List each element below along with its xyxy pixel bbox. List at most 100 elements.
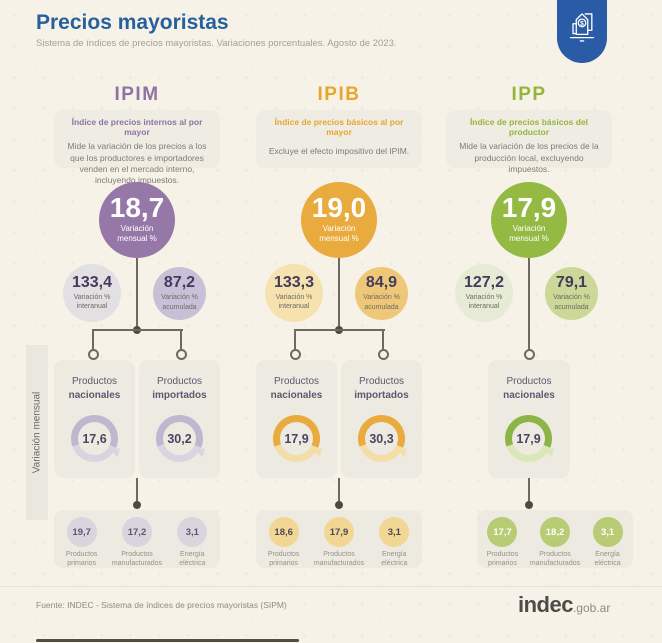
ipp-interannual-value: 127,2	[463, 273, 505, 291]
ipp-monthly-circle: 17,9 Variación mensual %	[491, 182, 567, 258]
ipib-monthly-circle: 19,0 Variación mensual %	[301, 182, 377, 258]
column-ipp: IPP Índice de precios básicos del produc…	[446, 84, 633, 584]
connector-line	[528, 258, 530, 351]
ipim-national-products-card: Productos nacionales 17,6	[54, 360, 135, 478]
breakdown-cell: 17,9 Productos manufacturados	[311, 510, 366, 568]
product-name: Productos nacionales	[488, 375, 570, 402]
ipim-monthly-label: Variación mensual %	[117, 224, 157, 243]
connector-open-node	[524, 349, 535, 360]
ipib-manufacturados-value: 17,9	[323, 517, 354, 547]
ipib-breakdown-card: 18,6 Productos primarios 17,9 Productos …	[256, 510, 422, 568]
cycle-ring-icon: 30,2	[156, 415, 209, 462]
breakdown-cell: 19,7 Productos primarios	[54, 510, 109, 568]
connector-node-dot	[335, 501, 343, 509]
column-ipim: IPIM Índice de precios internos al por m…	[54, 84, 220, 584]
monthly-variation-side-label: Variación mensual	[31, 391, 43, 474]
page-title: Precios mayoristas	[36, 11, 229, 34]
breakdown-cell: 17,7 Productos primarios	[477, 510, 528, 568]
connector-node-dot	[525, 501, 533, 509]
connector-open-node	[378, 349, 389, 360]
breakdown-cell: 18,2 Productos manufacturados	[528, 510, 582, 568]
connector-line	[136, 478, 138, 503]
indec-logo-main: indec	[518, 592, 573, 617]
breakdown-label: Productos primarios	[486, 551, 519, 568]
product-name-line1: Productos	[156, 376, 203, 387]
breakdown-label: Productos primarios	[267, 551, 300, 568]
ipim-monthly-circle: 18,7 Variación mensual %	[99, 182, 175, 258]
connector-node-dot	[133, 501, 141, 509]
product-name: Productos nacionales	[256, 375, 337, 402]
ipib-interannual-label: Variación % interanual	[275, 293, 313, 310]
connector-open-node	[88, 349, 99, 360]
product-name-line2: nacionales	[270, 389, 323, 401]
breakdown-cell: 3,1 Energía eléctrica	[367, 510, 422, 568]
connector-line	[93, 329, 183, 331]
product-name-line1: Productos	[273, 376, 320, 387]
ipp-national-value: 17,9	[516, 431, 541, 446]
ipp-monthly-label: Variación mensual %	[509, 224, 549, 243]
ipim-acronym-title: IPIM	[114, 84, 160, 105]
ipim-monthly-value: 18,7	[109, 192, 165, 223]
ipib-description-card: Índice de precios básicos al por mayor E…	[256, 110, 422, 168]
product-name-line2: nacionales	[68, 389, 121, 401]
ipp-national-products-card: Productos nacionales 17,9	[488, 360, 570, 478]
ipp-primarios-value: 17,7	[487, 517, 518, 547]
ipp-acronym-title: IPP	[511, 84, 547, 105]
breakdown-cell: 18,6 Productos primarios	[256, 510, 311, 568]
product-name-line2: importados	[354, 389, 409, 401]
breakdown-label: Energía eléctrica	[594, 551, 621, 568]
ipim-accumulated-label: Variación % acumulada	[161, 294, 198, 311]
ipim-national-value: 17,6	[82, 431, 107, 446]
product-name-line2: nacionales	[503, 389, 555, 401]
ipim-primarios-value: 19,7	[66, 517, 97, 547]
ipp-accumulated-value: 79,1	[555, 274, 588, 292]
product-name-line1: Productos	[71, 376, 118, 387]
ipib-index-name: Índice de precios básicos al por mayor	[274, 117, 404, 138]
ipim-breakdown-card: 19,7 Productos primarios 17,2 Productos …	[54, 510, 220, 568]
ipib-primarios-value: 18,6	[268, 517, 299, 547]
connector-line	[528, 478, 530, 503]
breakdown-label: Productos manufacturados	[529, 551, 581, 568]
ipim-accumulated-value: 87,2	[163, 274, 196, 292]
connector-line	[295, 329, 385, 331]
footer-source: Fuente: INDEC - Sistema de índices de pr…	[36, 600, 287, 610]
ipp-manufacturados-value: 18,2	[540, 517, 570, 547]
ipib-interannual-value: 133,3	[273, 273, 315, 291]
ipim-index-description: Mide la variación de los precios a los q…	[67, 141, 207, 186]
ipib-acronym-title: IPIB	[317, 84, 361, 105]
ipib-imported-value: 30,3	[369, 431, 394, 446]
ipim-imported-value: 30,2	[167, 431, 192, 446]
breakdown-label: Productos manufacturados	[313, 551, 365, 568]
cycle-ring-icon: 30,3	[358, 415, 411, 462]
breakdown-label: Productos primarios	[65, 551, 98, 568]
ipib-interannual-circle: 133,3 Variación % interanual	[265, 264, 323, 322]
ipib-accumulated-value: 84,9	[365, 274, 398, 292]
ipim-manufacturados-value: 17,2	[121, 517, 152, 547]
footer-divider	[0, 586, 662, 587]
indec-logo-suffix: .gob.ar	[572, 601, 611, 615]
ipib-monthly-label: Variación mensual %	[319, 224, 359, 243]
price-tags-icon: $	[564, 7, 600, 52]
connector-line	[382, 329, 384, 351]
connector-line	[338, 258, 340, 330]
ipib-index-description: Excluye el efecto impositivo del IPIM.	[268, 146, 410, 157]
ipib-energia-value: 3,1	[379, 517, 410, 547]
product-name: Productos importados	[341, 375, 422, 402]
indec-logo: indec.gob.ar	[518, 592, 610, 618]
ipib-national-products-card: Productos nacionales 17,9	[256, 360, 337, 478]
ipim-interannual-label: Variación % interanual	[73, 293, 111, 310]
cycle-ring-icon: 17,9	[505, 415, 558, 462]
ipib-accumulated-label: Variación % acumulada	[363, 294, 400, 311]
product-name: Productos nacionales	[54, 375, 135, 402]
bottom-edge-line	[36, 639, 299, 642]
ipp-accumulated-circle: 79,1 Variación % acumulada	[545, 267, 598, 320]
breakdown-cell: 17,2 Productos manufacturados	[109, 510, 164, 568]
ipp-accumulated-label: Variación % acumulada	[553, 294, 590, 311]
ipim-interannual-circle: 133,4 Variación % interanual	[63, 264, 121, 322]
ipp-interannual-label: Variación % interanual	[465, 293, 503, 310]
ipib-national-value: 17,9	[284, 431, 309, 446]
product-name: Productos importados	[139, 375, 220, 402]
ipp-monthly-value: 17,9	[501, 192, 557, 223]
product-name-line2: importados	[152, 389, 207, 401]
ipib-accumulated-circle: 84,9 Variación % acumulada	[355, 267, 408, 320]
